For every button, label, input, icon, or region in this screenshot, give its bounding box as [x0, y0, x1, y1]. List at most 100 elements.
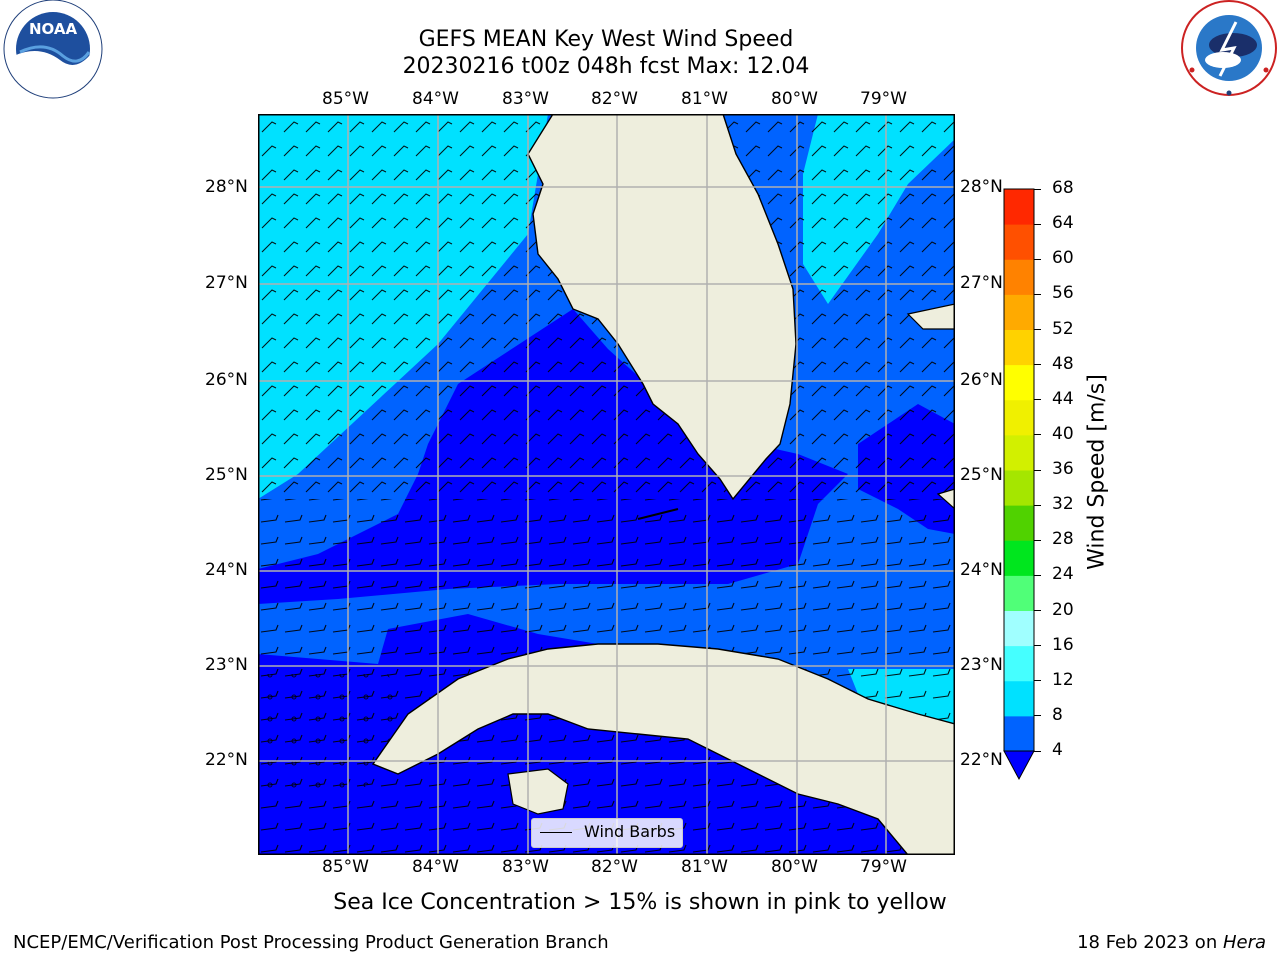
lat-label-right-22n: 22°N — [960, 750, 1003, 770]
colorbar-tick-label: 16 — [1052, 634, 1074, 655]
colorbar-segment — [1004, 224, 1034, 260]
colorbar-under-triangle — [1003, 750, 1035, 781]
map-frame — [258, 114, 955, 855]
colorbar-segment — [1004, 399, 1034, 436]
colorbar-segment — [1004, 294, 1034, 330]
graticule — [258, 114, 955, 855]
footer-date-text: 18 Feb 2023 on — [1077, 932, 1223, 953]
lat-label-right-25n: 25°N — [960, 465, 1003, 485]
wind-barbs-legend-label: Wind Barbs — [584, 822, 676, 841]
colorbar-label: Wind Speed [m/s] — [1084, 374, 1110, 570]
colorbar-tick-mark — [1034, 293, 1041, 295]
colorbar-tick-label: 8 — [1052, 704, 1063, 725]
colorbar-tick-mark — [1034, 434, 1041, 436]
footer-date: 18 Feb 2023 on Hera — [1077, 932, 1266, 953]
footer-organization: NCEP/EMC/Verification Post Processing Pr… — [13, 932, 609, 953]
lon-label-bottom-85w: 85°W — [322, 857, 369, 877]
colorbar-segment — [1004, 189, 1034, 225]
lat-label-left-28n: 28°N — [205, 177, 248, 197]
colorbar-segment — [1004, 715, 1034, 752]
colorbar-segment — [1004, 470, 1034, 506]
colorbar-segment — [1004, 434, 1034, 471]
lat-label-right-27n: 27°N — [960, 273, 1003, 293]
map-title: GEFS MEAN Key West Wind Speed — [418, 27, 794, 52]
lon-label-bottom-83w: 83°W — [502, 857, 549, 877]
lon-label-top-84w: 84°W — [412, 89, 459, 109]
lon-label-top-83w: 83°W — [502, 89, 549, 109]
noaa-logo: NOAA — [3, 0, 103, 99]
lon-label-top-80w: 80°W — [771, 89, 818, 109]
colorbar-tick-label: 68 — [1052, 178, 1074, 198]
cuba-land — [371, 643, 955, 855]
lat-label-right-26n: 26°N — [960, 370, 1003, 390]
nws-logo — [1181, 0, 1277, 96]
colorbar-tick-mark — [1034, 539, 1041, 541]
lat-label-left-22n: 22°N — [205, 750, 248, 770]
colorbar-segment — [1004, 645, 1034, 682]
lon-label-bottom-82w: 82°W — [591, 857, 638, 877]
colorbar-segment — [1004, 329, 1034, 366]
colorbar-tick-label: 28 — [1052, 529, 1074, 550]
colorbar-segment — [1004, 680, 1034, 717]
colorbar-tick-label: 20 — [1052, 599, 1074, 620]
colorbar-tick-label: 48 — [1052, 353, 1074, 374]
colorbar-tick-mark — [1034, 399, 1041, 401]
lat-label-left-23n: 23°N — [205, 655, 248, 675]
colorbar-tick-mark — [1034, 364, 1041, 366]
colorbar-tick-mark — [1034, 469, 1041, 471]
colorbar — [1003, 188, 1035, 781]
lat-label-right-28n: 28°N — [960, 177, 1003, 197]
colorbar-tick-label: 60 — [1052, 248, 1074, 269]
colorbar-tick-label: 64 — [1052, 213, 1074, 234]
colorbar-tick-mark — [1034, 645, 1041, 647]
lon-label-top-82w: 82°W — [591, 89, 638, 109]
colorbar-tick-mark — [1034, 750, 1041, 752]
sea-ice-note: Sea Ice Concentration > 15% is shown in … — [333, 890, 947, 915]
colorbar-tick-label: 36 — [1052, 459, 1074, 479]
lon-label-bottom-84w: 84°W — [412, 857, 459, 877]
lon-label-bottom-79w: 79°W — [860, 857, 907, 877]
lon-label-bottom-81w: 81°W — [681, 857, 728, 877]
colorbar-segment — [1004, 259, 1034, 295]
colorbar-tick-mark — [1034, 223, 1041, 225]
lon-label-top-79w: 79°W — [860, 89, 907, 109]
colorbar-tick-mark — [1034, 188, 1041, 190]
lat-label-left-25n: 25°N — [205, 465, 248, 485]
colorbar-tick-mark — [1034, 504, 1041, 506]
footer-machine: Hera — [1222, 932, 1266, 953]
colorbar-tick-mark — [1034, 258, 1041, 260]
colorbar-tick-label: 32 — [1052, 494, 1074, 515]
isla-juventud-land — [507, 768, 569, 815]
colorbar-segment — [1004, 364, 1034, 401]
wind-barb-legend-line — [540, 832, 572, 833]
lon-label-bottom-80w: 80°W — [771, 857, 818, 877]
colorbar-tick-mark — [1034, 680, 1041, 682]
lon-label-top-81w: 81°W — [681, 89, 728, 109]
lat-label-right-24n: 24°N — [960, 560, 1003, 580]
colorbar-segment — [1004, 505, 1034, 541]
colorbar-tick-label: 24 — [1052, 564, 1074, 585]
colorbar-tick-mark — [1034, 574, 1041, 576]
colorbar-tick-label: 44 — [1052, 388, 1074, 409]
colorbar-tick-label: 40 — [1052, 423, 1074, 444]
wind-barbs-legend: Wind Barbs — [531, 818, 683, 848]
lat-label-left-26n: 26°N — [205, 370, 248, 390]
noaa-logo-text: NOAA — [29, 20, 78, 38]
lat-label-left-24n: 24°N — [205, 560, 248, 580]
colorbar-tick-mark — [1034, 329, 1041, 330]
florida-land — [527, 114, 797, 501]
colorbar-tick-label: 56 — [1052, 283, 1074, 304]
colorbar-tick-label: 4 — [1052, 740, 1063, 760]
colorbar-tick-label: 52 — [1052, 318, 1074, 339]
lat-label-left-27n: 27°N — [205, 273, 248, 293]
lat-label-right-23n: 23°N — [960, 655, 1003, 675]
map-subtitle: 20230216 t00z 048h fcst Max: 12.04 — [402, 54, 810, 79]
lon-label-top-85w: 85°W — [322, 89, 369, 109]
wind-speed-map — [258, 114, 955, 855]
colorbar-tick-label: 12 — [1052, 669, 1074, 690]
colorbar-segment — [1004, 540, 1034, 576]
colorbar-segment — [1004, 575, 1034, 611]
colorbar-segment — [1004, 610, 1034, 647]
colorbar-tick-mark — [1034, 610, 1041, 611]
colorbar-tick-mark — [1034, 715, 1041, 717]
